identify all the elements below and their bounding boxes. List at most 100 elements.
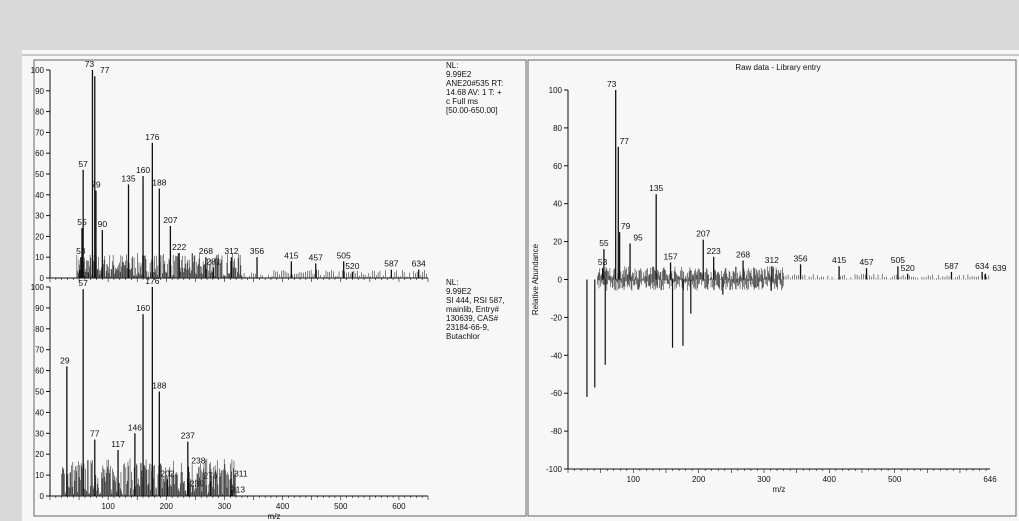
peak-label: 117: [111, 439, 125, 449]
peak-label: 135: [649, 183, 663, 193]
y-tick-label: -20: [550, 313, 562, 322]
x-tick-label: 100: [627, 475, 641, 484]
peak-label: 57: [78, 159, 88, 169]
peak-label: 77: [90, 429, 100, 439]
peak-label: 79: [621, 221, 631, 231]
peak-label: 202: [160, 468, 174, 478]
y-tick-label: 20: [35, 232, 44, 241]
x-tick-label: 500: [888, 475, 902, 484]
y-tick-label: 30: [35, 212, 44, 221]
x-tick-label: 600: [392, 502, 406, 511]
y-tick-label: 100: [549, 86, 563, 95]
spectrum-info-line: mainlib, Entry#: [446, 305, 499, 314]
x-tick-label: 300: [757, 475, 771, 484]
peak-label: 157: [663, 251, 677, 261]
peak-label: 520: [901, 263, 915, 273]
y-tick-label: 30: [35, 429, 44, 438]
spectrum-info-line: [50.00-650.00]: [446, 106, 498, 115]
peak-label: 312: [224, 246, 238, 256]
x-tick-label: 100: [101, 502, 115, 511]
peak-label: 160: [136, 165, 150, 175]
peak-label: 356: [793, 253, 807, 263]
peak-label: 520: [345, 261, 359, 271]
x-tick-label: 200: [160, 502, 174, 511]
peak-label: 639: [992, 263, 1006, 273]
top-left-spectrum: 0 10 20 30 40 50 60 70 80 90 100 NL:9.99E2ANE20#535…: [31, 59, 504, 283]
y-axis-label: Relative Abundance: [531, 243, 540, 315]
y-tick-label: 20: [553, 238, 562, 247]
peak-label: 176: [145, 276, 159, 286]
peak-label: 188: [152, 381, 166, 391]
peak-label: 239: [190, 478, 204, 488]
peak-label: 587: [384, 259, 398, 269]
y-tick-label: 0: [558, 276, 563, 285]
y-tick-label: -80: [550, 427, 562, 436]
spectrum-info-line: 9.99E2: [446, 70, 472, 79]
peak-label: 457: [309, 252, 323, 262]
peak-label: 57: [78, 278, 88, 288]
x-end-tick-label: 646: [983, 475, 997, 484]
y-tick-label: 60: [35, 367, 44, 376]
x-tick-label: 500: [334, 502, 348, 511]
y-tick-label: 90: [35, 304, 44, 313]
peak-label: 90: [98, 219, 108, 229]
peak-label: 457: [859, 257, 873, 267]
spectrum-info-line: 9.99E2: [446, 287, 472, 296]
y-tick-label: 70: [35, 346, 44, 355]
right-mirror-spectrum: -100 -80 -60 -40 -20 0 20 40 60 80 100 100 200 300 400…: [531, 63, 1007, 494]
peak-label: 188: [152, 178, 166, 188]
peak-label: 135: [121, 173, 135, 183]
y-tick-label: 40: [35, 408, 44, 417]
spectrum-info-line: NL:: [446, 278, 458, 287]
y-tick-label: 80: [35, 325, 44, 334]
y-tick-label: 60: [35, 149, 44, 158]
spectrum-info-line: NL:: [446, 61, 458, 70]
x-axis-label: m/z: [268, 512, 281, 521]
peak-label: 415: [284, 250, 298, 260]
y-tick-label: 50: [35, 388, 44, 397]
peak-label: 415: [832, 255, 846, 265]
y-tick-label: 70: [35, 128, 44, 137]
peak-label: 222: [172, 242, 186, 252]
y-tick-label: 10: [35, 471, 44, 480]
y-tick-label: 0: [40, 274, 45, 283]
bottom-left-spectrum: 0 10 20 30 40 50 60 70 80 90 100 100 200 300 400 500 600…: [31, 276, 505, 521]
spectrum-info-line: c Full ms: [446, 97, 478, 106]
x-tick-label: 300: [218, 502, 232, 511]
peak-label: 634: [975, 261, 989, 271]
peak-label: 77: [620, 136, 630, 146]
y-tick-label: 20: [35, 450, 44, 459]
peak-label: 77: [100, 65, 110, 75]
peak-label: 160: [136, 303, 150, 313]
peak-label: 73: [85, 59, 95, 69]
y-tick-label: 60: [553, 162, 562, 171]
x-tick-label: 400: [823, 475, 837, 484]
y-tick-label: 80: [35, 108, 44, 117]
spectrum-info-line: 23184-66-9,: [446, 323, 489, 332]
peak-label: 73: [607, 79, 617, 89]
peak-label: 29: [60, 355, 70, 365]
peak-label: 505: [337, 250, 351, 260]
peak-label: 634: [412, 259, 426, 269]
peak-label: 505: [891, 255, 905, 265]
y-tick-label: -60: [550, 389, 562, 398]
peak-label: 237: [181, 431, 195, 441]
y-tick-label: -100: [546, 465, 563, 474]
spectrum-info-line: ANE20#535 RT:: [446, 79, 503, 88]
y-tick-label: 90: [35, 87, 44, 96]
spectrum-info-line: SI 444, RSI 587,: [446, 296, 505, 305]
x-tick-label: 400: [276, 502, 290, 511]
peak-label: 281: [206, 257, 220, 267]
y-tick-label: 0: [40, 492, 45, 501]
peak-label: 79: [91, 180, 101, 190]
peak-label: 313: [231, 485, 245, 495]
peak-label: 356: [250, 246, 264, 256]
chart-title: Raw data - Library entry: [735, 63, 820, 72]
peak-label: 207: [696, 229, 710, 239]
y-tick-label: 10: [35, 253, 44, 262]
y-tick-label: 50: [35, 170, 44, 179]
peak-label: 55: [599, 238, 609, 248]
peak-label: 223: [707, 246, 721, 256]
peak-label: 146: [128, 422, 142, 432]
